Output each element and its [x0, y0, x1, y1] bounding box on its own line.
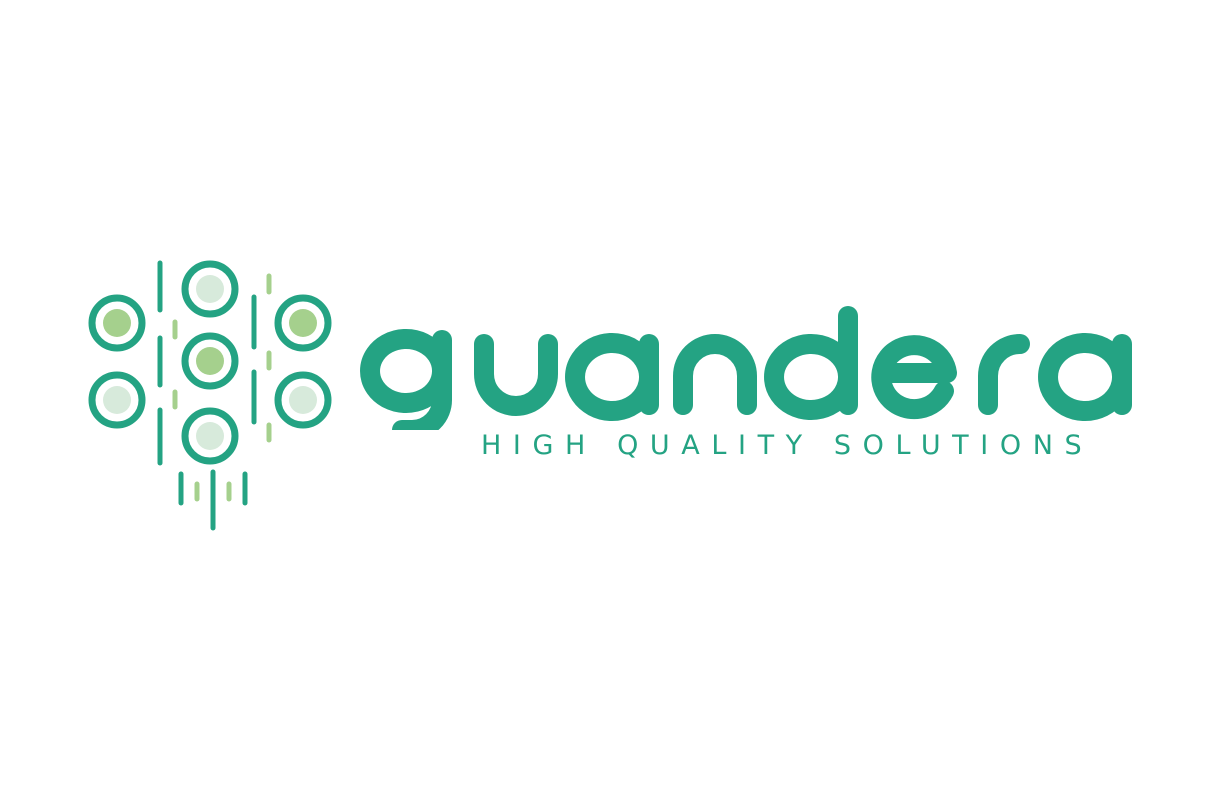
dot-left-top: [103, 309, 131, 337]
brand-tagline: HIGH QUALITY SOLUTIONS: [481, 430, 1094, 461]
letter-u: [474, 334, 558, 416]
letter-a-final: [1038, 333, 1132, 421]
ring-left-bottom: [88, 371, 146, 429]
letter-r: [978, 334, 1030, 415]
ring-center-top: [181, 260, 239, 318]
dot-center-bottom: [196, 422, 224, 450]
ring-left-top: [88, 294, 146, 352]
ring-center-middle: [181, 332, 239, 390]
brand-name: guandera: [0, 0, 1, 1]
dot-center-middle: [196, 347, 224, 375]
dot-right-bottom: [289, 386, 317, 414]
circuit-tree-icon: [88, 260, 332, 531]
dot-right-top: [289, 309, 317, 337]
dot-center-top: [196, 275, 224, 303]
ring-right-top: [274, 294, 332, 352]
ring-center-bottom: [181, 407, 239, 465]
brand-wordmark: [360, 306, 1132, 430]
letter-g: [360, 329, 452, 430]
letter-a: [565, 333, 659, 421]
ring-right-bottom: [274, 371, 332, 429]
letter-d: [764, 306, 858, 420]
letter-n: [673, 334, 757, 415]
dot-left-bottom: [103, 386, 131, 414]
letter-e: [871, 335, 957, 420]
